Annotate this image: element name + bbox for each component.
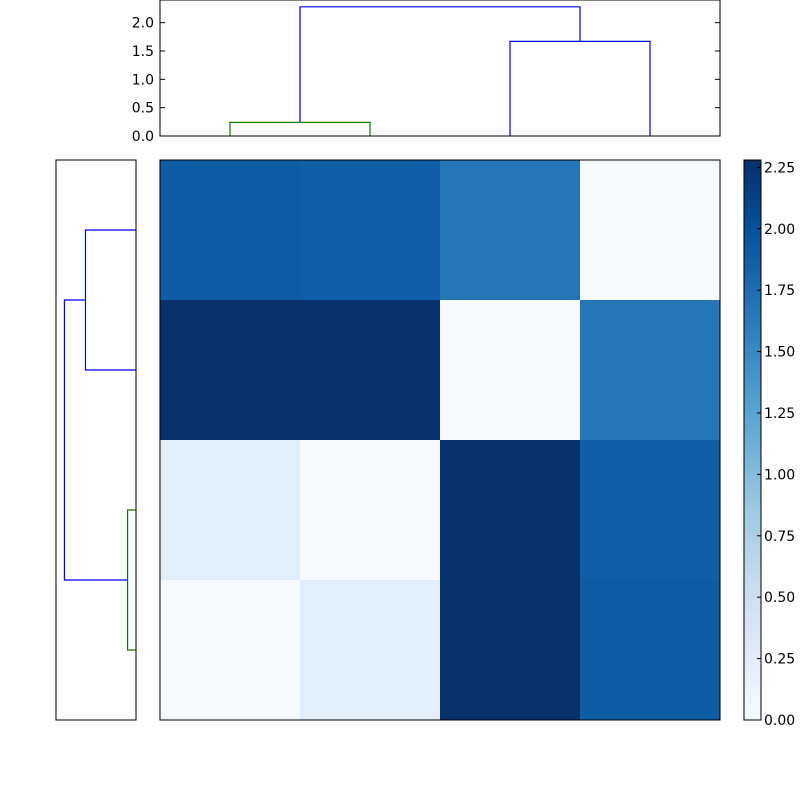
colorbar-tick-label: 1.25	[764, 406, 795, 422]
heatmap-cell	[440, 440, 581, 581]
dendrogram-link	[84, 229, 136, 371]
colorbar-tick-label: 0.50	[764, 590, 795, 606]
colorbar-tick-label: 1.00	[764, 467, 795, 483]
heatmap-cell	[300, 160, 441, 301]
heatmap-cell	[160, 160, 301, 301]
left-dendrogram-frame	[55, 159, 137, 721]
dendrogram-link	[126, 509, 136, 651]
colorbar-frame	[743, 159, 762, 721]
left-dendrogram	[55, 159, 137, 721]
heatmap-cell	[440, 300, 581, 441]
colorbar-tick-label: 2.25	[764, 160, 795, 176]
y-tick-label: 0.0	[132, 129, 154, 145]
dendrogram-link	[509, 40, 651, 136]
colorbar: 0.00 0.25 0.50 0.75 1.00 1.25 1.50 1.75 2.00 2.25	[743, 159, 795, 729]
heatmap-cell	[160, 300, 301, 441]
colorbar-gradient	[744, 160, 761, 720]
heatmap-cell	[580, 440, 721, 581]
heatmap-cell	[580, 580, 721, 721]
top-dendrogram-frame	[159, 0, 721, 137]
dendrogram-link	[299, 6, 581, 123]
heatmap-cell	[440, 160, 581, 301]
heatmap-cell	[440, 580, 581, 721]
heatmap-frame	[159, 159, 721, 721]
heatmap-cell	[300, 300, 441, 441]
y-tick-label: 1.5	[132, 44, 154, 60]
heatmap-cell	[580, 300, 721, 441]
heatmap	[159, 159, 721, 721]
colorbar-tick-label: 0.75	[764, 529, 795, 545]
colorbar-tick-label: 1.75	[764, 283, 795, 299]
heatmap-cell	[300, 440, 441, 581]
dendrogram-link	[229, 121, 371, 136]
heatmap-cell	[580, 160, 721, 301]
dendrogram-link	[63, 299, 128, 581]
heatmap-cell	[160, 440, 301, 581]
colorbar-tick-label: 0.25	[764, 652, 795, 668]
heatmap-cell	[300, 580, 441, 721]
colorbar-tick-label: 0.00	[764, 713, 795, 729]
y-tick-label: 0.5	[132, 101, 154, 117]
heatmap-cell	[160, 580, 301, 721]
colorbar-tick-label: 1.50	[764, 345, 795, 361]
top-dendrogram: 0.0 0.5 1.0 1.5 2.0	[132, 0, 721, 145]
y-tick-label: 1.0	[132, 72, 154, 88]
y-tick-label: 2.0	[132, 16, 154, 32]
colorbar-tick-label: 2.00	[764, 222, 795, 238]
